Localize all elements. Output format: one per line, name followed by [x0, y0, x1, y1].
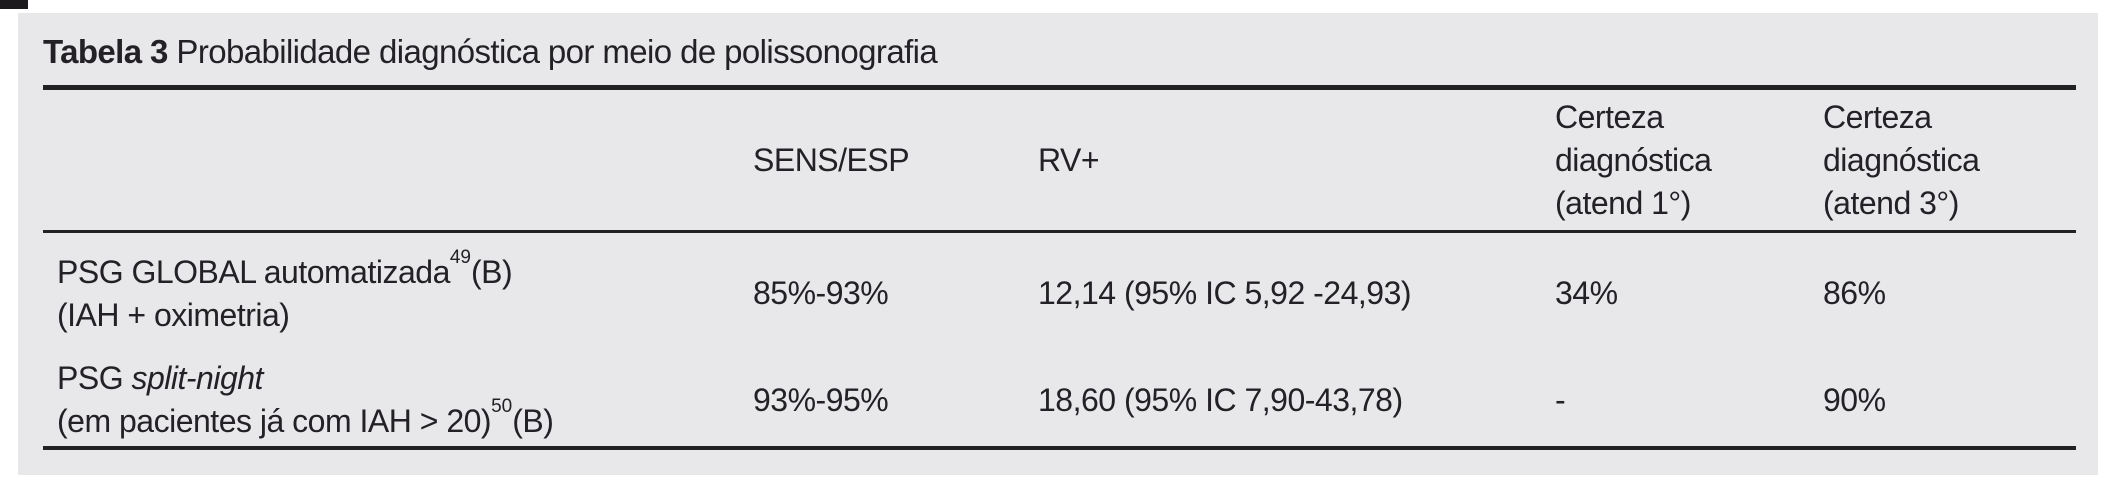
column-header-rv: RV+ [1038, 141, 1100, 178]
header-line: Certeza [1555, 98, 1664, 135]
caption-text: Probabilidade diagnóstica por meio de po… [176, 33, 938, 70]
cell-certeza-1: 34% [1555, 275, 1618, 312]
row-label-italic: split-night [131, 360, 263, 396]
table-row: PSG GLOBAL automatizada49(B) (IAH + oxim… [43, 232, 2076, 355]
caption-label: Tabela 3 [43, 33, 168, 70]
row-label-line-1: PSG split-night [57, 357, 753, 400]
cell-certeza-3: 90% [1823, 381, 1886, 418]
row-label: PSG GLOBAL automatizada49(B) (IAH + oxim… [43, 232, 753, 355]
header-line: diagnóstica [1555, 141, 1712, 178]
header-line: diagnóstica [1823, 141, 1980, 178]
row-label: PSG split-night (em pacientes já com IAH… [43, 355, 753, 448]
column-header-certeza-3: Certeza diagnóstica (atend 3°) [1823, 88, 2076, 232]
table-panel: Tabela 3 Probabilidade diagnóstica por m… [18, 13, 2098, 475]
row-label-line-1: PSG GLOBAL automatizada49(B) [57, 248, 753, 294]
cell-rv: 12,14 (95% IC 5,92 -24,93) [1038, 275, 1412, 312]
row-label-text: PSG GLOBAL automatizada [57, 253, 450, 290]
reference-superscript: 50 [491, 395, 513, 417]
column-header-certeza-1: Certeza diagnóstica (atend 1°) [1555, 88, 1823, 232]
table-caption: Tabela 3 Probabilidade diagnóstica por m… [43, 33, 938, 71]
cell-rv: 18,60 (95% IC 7,90-43,78) [1038, 381, 1403, 418]
reference-superscript: 49 [449, 246, 471, 268]
cell-sens-esp: 85%-93% [753, 275, 889, 312]
row-label-text: (B) [471, 253, 513, 290]
row-label-text: PSG [57, 360, 132, 396]
cell-certeza-3: 86% [1823, 275, 1886, 312]
row-label-line-2: (IAH + oximetria) [57, 296, 290, 333]
diagnostic-probability-table: SENS/ESP RV+ Certeza diagnóstica (atend … [43, 85, 2076, 450]
column-header-empty [43, 88, 753, 232]
table-row: PSG split-night (em pacientes já com IAH… [43, 355, 2076, 448]
cell-sens-esp: 93%-95% [753, 381, 889, 418]
scan-crop-artifact [0, 0, 28, 9]
header-row: SENS/ESP RV+ Certeza diagnóstica (atend … [43, 87, 2076, 232]
column-header-sens-esp: SENS/ESP [753, 141, 910, 178]
cell-certeza-1: - [1555, 381, 1566, 418]
row-label-line-2: (em pacientes já com IAH > 20)50(B) [57, 397, 753, 443]
header-line: Certeza [1823, 98, 1932, 135]
header-line: (atend 3°) [1823, 184, 1959, 221]
header-line: (atend 1°) [1555, 184, 1691, 221]
row-label-text: (B) [512, 403, 554, 439]
row-label-text: (em pacientes já com IAH > 20) [57, 403, 492, 439]
